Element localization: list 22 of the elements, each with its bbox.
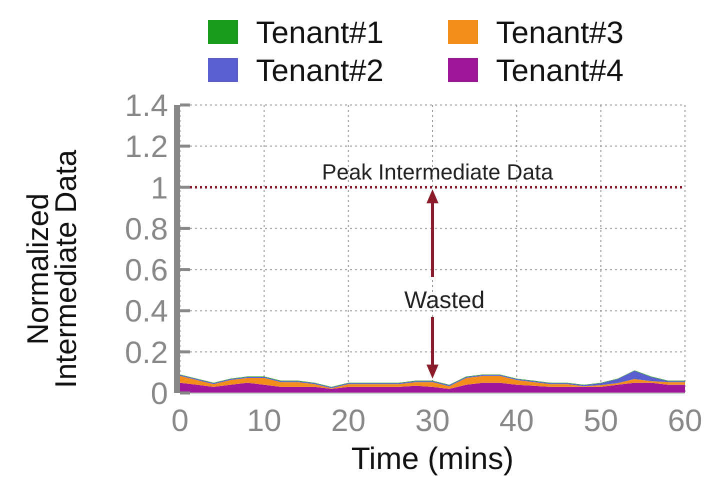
y-tick-label: 1.4: [124, 88, 168, 123]
y-tick-label: 0: [150, 376, 168, 411]
annotation: Wasted: [404, 287, 485, 314]
y-tick-label: 1: [150, 170, 168, 206]
y-tick-label: 0.8: [124, 211, 168, 246]
x-tick-label: 60: [668, 403, 702, 438]
y-tick-label: 0.4: [124, 294, 168, 329]
legend-label: Tenant#3: [496, 15, 624, 50]
x-tick-label: 50: [584, 403, 618, 438]
x-tick-label: 10: [246, 403, 282, 438]
legend-label: Tenant#4: [496, 53, 624, 88]
x-tick-label: 20: [331, 403, 366, 438]
legend-label: Tenant#1: [256, 15, 384, 50]
x-axis-title: Time (mins): [351, 441, 514, 476]
y-tick-label: 1.2: [124, 129, 168, 164]
y-axis-title: Normalized Intermediate Data: [22, 149, 83, 388]
ref-line-label: Peak Intermediate Data: [322, 159, 554, 184]
x-tick-label: 40: [499, 403, 534, 438]
legend-label: Tenant#2: [256, 53, 384, 88]
y-tick-label: 0.6: [124, 252, 168, 288]
x-tick-label: 30: [415, 403, 450, 438]
y-tick-label: 0.2: [124, 334, 168, 370]
